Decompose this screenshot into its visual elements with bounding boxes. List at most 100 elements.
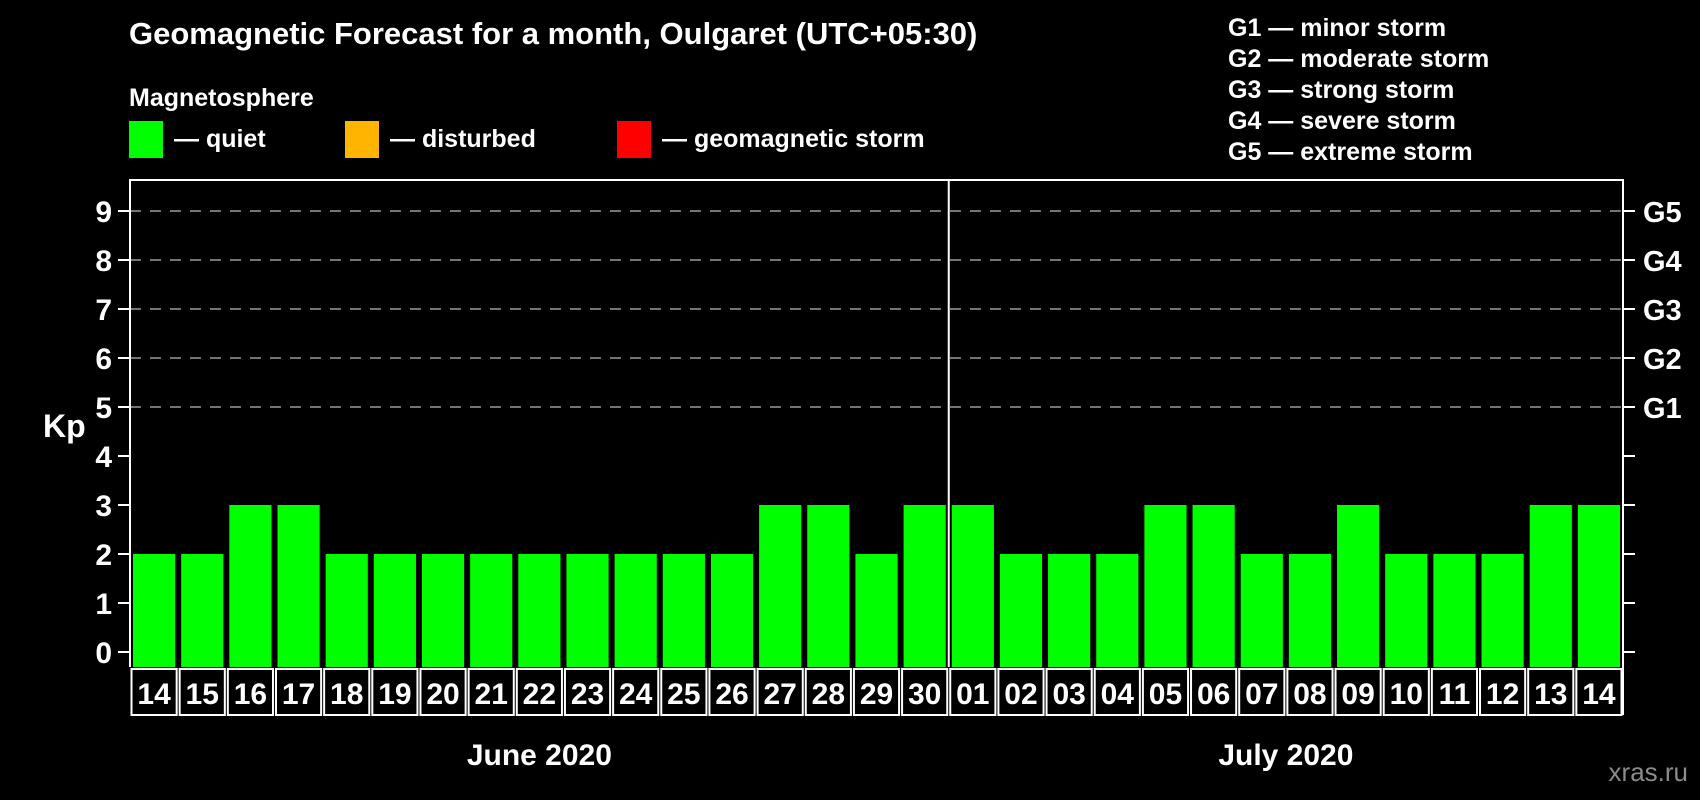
date-label-17: 17 <box>282 678 315 711</box>
date-label-11: 11 <box>1439 678 1471 711</box>
kp-bar-day-18 <box>325 554 368 667</box>
date-label-04: 04 <box>1101 678 1135 711</box>
watermark-text: xras.ru <box>1609 757 1688 787</box>
chart-title: Geomagnetic Forecast for a month, Oulgar… <box>129 16 978 51</box>
kp-bar-day-22 <box>518 554 561 667</box>
y-tick-label-6: 6 <box>95 343 112 376</box>
kp-bar-day-01 <box>951 505 994 667</box>
date-label-27: 27 <box>763 678 796 711</box>
date-label-15: 15 <box>186 678 219 711</box>
date-label-09: 09 <box>1341 678 1374 711</box>
date-label-14: 14 <box>1582 678 1616 711</box>
y-tick-label-1: 1 <box>95 588 112 621</box>
date-label-05: 05 <box>1149 678 1182 711</box>
date-label-26: 26 <box>715 678 748 711</box>
date-box-04 <box>1093 668 1141 716</box>
date-box-16 <box>226 668 274 716</box>
kp-bar-day-24 <box>614 554 657 667</box>
disturbed-color-swatch <box>345 121 379 158</box>
g-axis-label-g4: G4 <box>1643 246 1682 278</box>
y-tick-label-3: 3 <box>95 490 112 523</box>
date-label-30: 30 <box>908 678 941 711</box>
kp-bar-day-02 <box>999 554 1043 667</box>
kp-bar-day-23 <box>566 554 609 667</box>
kp-bar-day-19 <box>373 554 416 667</box>
date-label-13: 13 <box>1534 678 1567 711</box>
date-label-07: 07 <box>1245 678 1278 711</box>
date-label-14: 14 <box>137 678 171 711</box>
date-label-24: 24 <box>619 678 653 711</box>
disturbed-label: — disturbed <box>390 125 536 153</box>
date-box-14 <box>130 668 178 716</box>
g-axis-label-g1: G1 <box>1643 393 1682 425</box>
date-label-28: 28 <box>812 678 845 711</box>
date-box-29 <box>852 668 901 716</box>
date-label-16: 16 <box>234 678 267 711</box>
y-tick-label-4: 4 <box>95 441 112 474</box>
date-box-13 <box>1527 668 1575 716</box>
kp-bar-day-12 <box>1481 554 1524 667</box>
y-axis-title: Kp <box>43 408 86 444</box>
date-box-26 <box>708 668 756 716</box>
date-box-23 <box>563 668 612 716</box>
kp-bar-day-04 <box>1096 554 1139 667</box>
date-box-24 <box>612 668 660 716</box>
date-box-27 <box>756 668 804 716</box>
kp-bar-day-26 <box>710 554 754 667</box>
kp-bar-day-09 <box>1337 505 1380 667</box>
kp-bar-day-28 <box>807 505 850 667</box>
date-box-19 <box>371 668 419 716</box>
month-label-july: July 2020 <box>1218 739 1353 772</box>
y-tick-label-9: 9 <box>95 196 112 229</box>
date-box-25 <box>660 668 708 716</box>
date-box-30 <box>901 668 949 716</box>
date-box-01 <box>949 668 997 716</box>
kp-bar-day-14 <box>133 554 176 667</box>
kp-bar-day-11 <box>1433 554 1476 667</box>
y-tick-label-2: 2 <box>95 539 112 572</box>
y-tick-label-8: 8 <box>95 245 112 278</box>
y-tick-label-5: 5 <box>95 392 112 425</box>
storm-color-swatch <box>617 121 651 158</box>
date-label-25: 25 <box>667 678 700 711</box>
magnetosphere-heading: Magnetosphere <box>129 84 314 112</box>
date-box-14 <box>1575 668 1623 716</box>
kp-bar-day-03 <box>1048 554 1091 667</box>
kp-bar-day-06 <box>1192 505 1235 667</box>
date-label-01: 01 <box>956 678 989 711</box>
kp-bar-day-17 <box>277 505 320 667</box>
date-label-23: 23 <box>571 678 604 711</box>
storm-label: — geomagnetic storm <box>662 125 925 153</box>
g-legend-line-g2: G2 — moderate storm <box>1228 45 1490 73</box>
date-box-09 <box>1334 668 1382 716</box>
date-box-10 <box>1382 668 1430 716</box>
kp-bar-day-08 <box>1288 554 1332 667</box>
kp-bar-day-25 <box>662 554 705 667</box>
kp-bar-day-15 <box>181 554 224 667</box>
g-axis-label-g2: G2 <box>1643 344 1682 376</box>
date-box-12 <box>1479 668 1527 716</box>
date-box-22 <box>515 668 563 716</box>
y-tick-label-0: 0 <box>95 637 112 670</box>
y-tick-label-7: 7 <box>95 294 112 327</box>
g-legend-line-g3: G3 — strong storm <box>1228 76 1455 104</box>
date-box-21 <box>467 668 515 716</box>
date-box-07 <box>1238 668 1286 716</box>
g-scale-legend: G1 — minor storm G2 — moderate storm G3 … <box>1228 13 1489 168</box>
date-box-28 <box>804 668 852 716</box>
kp-bar-day-29 <box>855 554 898 667</box>
date-box-18 <box>323 668 371 716</box>
date-box-20 <box>419 668 467 716</box>
date-label-20: 20 <box>426 678 459 711</box>
date-box-15 <box>178 668 226 716</box>
kp-bar-day-13 <box>1529 505 1572 667</box>
date-box-05 <box>1141 668 1190 716</box>
date-label-18: 18 <box>330 678 363 711</box>
date-box-17 <box>274 668 323 716</box>
quiet-label: — quiet <box>174 125 266 153</box>
date-label-06: 06 <box>1197 678 1230 711</box>
g-axis-label-g5: G5 <box>1643 197 1682 229</box>
date-box-11 <box>1430 668 1479 716</box>
